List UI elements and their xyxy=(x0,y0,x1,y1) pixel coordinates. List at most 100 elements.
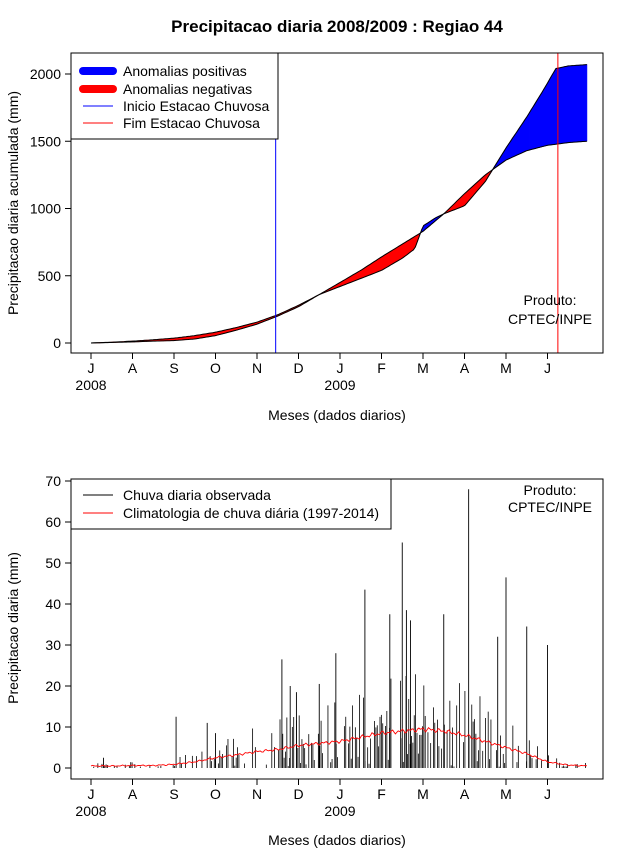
legend-label-observed: Chuva diaria observada xyxy=(123,487,271,503)
negative-anomaly-area xyxy=(400,243,404,260)
top-y-axis-label: Precipitacao diaria acumulada (mm) xyxy=(5,91,21,315)
negative-anomaly-area xyxy=(386,252,389,268)
top-y-tick-label: 500 xyxy=(38,268,62,284)
bottom-y-tick-label: 10 xyxy=(45,719,61,735)
legend-label-negative: Anomalias negativas xyxy=(123,81,252,97)
top-x-tick-label: D xyxy=(293,360,303,376)
positive-anomaly-area xyxy=(534,98,538,149)
negative-anomaly-area xyxy=(390,249,393,266)
legend-label-positive: Anomalias positivas xyxy=(123,63,247,79)
positive-anomaly-area xyxy=(526,112,530,151)
top-x-tick-label: A xyxy=(460,360,470,376)
negative-anomaly-area xyxy=(388,250,391,267)
negative-anomaly-area xyxy=(375,258,379,273)
negative-anomaly-area xyxy=(406,239,410,256)
positive-anomaly-area xyxy=(578,64,582,143)
negative-anomaly-area xyxy=(377,257,381,273)
bottom-x-tick-label: S xyxy=(169,786,178,802)
bottom-x-tick-label: J xyxy=(544,786,551,802)
legend-label-season-end: Fim Estacao Chuvosa xyxy=(123,115,260,131)
negative-anomaly-area xyxy=(371,261,375,275)
negative-anomaly-area xyxy=(394,246,398,264)
top-x-tick-label: S xyxy=(169,360,178,376)
bottom-x-tick-label: D xyxy=(293,786,303,802)
bottom-y-tick-label: 60 xyxy=(45,514,61,530)
positive-anomaly-area xyxy=(524,115,528,152)
positive-anomaly-area xyxy=(551,70,555,146)
top-x-tick-label: O xyxy=(210,360,221,376)
bottom-x-tick-label: J xyxy=(337,786,344,802)
top-y-tick-label: 2000 xyxy=(30,66,61,82)
bottom-x-tick-label: F xyxy=(377,786,386,802)
top-annotation-line2: CPTEC/INPE xyxy=(508,311,592,327)
bottom-x-tick-label: O xyxy=(210,786,221,802)
positive-anomaly-area xyxy=(516,128,520,156)
chart-title: Precipitacao diaria 2008/2009 : Regiao 4… xyxy=(171,17,503,36)
negative-anomaly-area xyxy=(410,236,414,253)
negative-anomaly-area xyxy=(402,241,406,259)
bottom-y-axis-label: Precipitacao diaria (mm) xyxy=(5,552,21,704)
positive-anomaly-area xyxy=(582,64,586,142)
negative-anomaly-area xyxy=(369,262,373,276)
bottom-y-tick-label: 20 xyxy=(45,678,61,694)
positive-anomaly-area xyxy=(547,77,551,146)
positive-anomaly-area xyxy=(539,92,542,148)
top-y-tick-label: 1500 xyxy=(30,133,61,149)
positive-anomaly-area xyxy=(580,64,584,143)
positive-anomaly-area xyxy=(565,65,569,144)
positive-anomaly-area xyxy=(545,81,548,147)
negative-anomaly-area xyxy=(396,245,400,262)
top-x-axis-label: Meses (dados diarios) xyxy=(268,407,406,423)
positive-anomaly-area xyxy=(530,105,534,150)
top-x-tick-label: J xyxy=(337,360,344,376)
positive-anomaly-area xyxy=(570,65,573,143)
positive-anomaly-area xyxy=(559,66,563,144)
positive-anomaly-area xyxy=(532,102,536,150)
bottom-annotation-line1: Produto: xyxy=(524,482,577,498)
positive-anomaly-area xyxy=(549,74,553,146)
series-climatology-cumulative xyxy=(90,140,587,344)
bottom-y-tick-label: 0 xyxy=(53,760,61,776)
positive-anomaly-area xyxy=(572,65,575,143)
legend-label-climatology: Climatologia de chuva diária (1997-2014) xyxy=(123,505,379,521)
positive-anomaly-area xyxy=(563,65,567,144)
positive-anomaly-area xyxy=(568,65,571,143)
top-y-tick-label: 0 xyxy=(53,335,61,351)
positive-anomaly-area xyxy=(574,65,577,143)
bottom-year-label: 2008 xyxy=(75,803,106,819)
bottom-x-tick-label: J xyxy=(88,786,95,802)
top-plot-frame xyxy=(70,52,604,354)
positive-anomaly-area xyxy=(518,124,522,155)
top-annotation-line1: Produto: xyxy=(524,292,577,308)
top-year-label: 2008 xyxy=(75,377,106,393)
series-climatology-daily xyxy=(90,727,588,767)
bottom-y-tick-label: 30 xyxy=(45,637,61,653)
bottom-y-tick-label: 40 xyxy=(45,596,61,612)
top-x-tick-label: F xyxy=(377,360,386,376)
top-x-tick-label: J xyxy=(88,360,95,376)
top-x-tick-label: M xyxy=(500,360,512,376)
positive-anomaly-area xyxy=(528,108,532,151)
negative-anomaly-area xyxy=(379,255,383,272)
top-x-tick-label: N xyxy=(252,360,262,376)
top-x-tick-label: A xyxy=(128,360,138,376)
bottom-x-tick-label: M xyxy=(417,786,429,802)
bottom-x-tick-label: A xyxy=(128,786,138,802)
top-year-label: 2009 xyxy=(324,377,355,393)
bottom-x-axis-label: Meses (dados diarios) xyxy=(268,832,406,848)
positive-anomaly-area xyxy=(514,131,517,157)
negative-anomaly-area xyxy=(373,259,377,274)
positive-anomaly-area xyxy=(522,118,526,153)
positive-anomaly-area xyxy=(576,64,579,143)
positive-anomaly-area xyxy=(541,88,544,148)
positive-anomaly-area xyxy=(520,121,524,154)
bottom-y-tick-label: 50 xyxy=(45,555,61,571)
positive-anomaly-area xyxy=(561,66,565,144)
bottom-legend: Chuva diaria observada Climatologia de c… xyxy=(70,478,392,530)
positive-anomaly-area xyxy=(537,95,540,149)
negative-anomaly-area xyxy=(408,238,412,254)
